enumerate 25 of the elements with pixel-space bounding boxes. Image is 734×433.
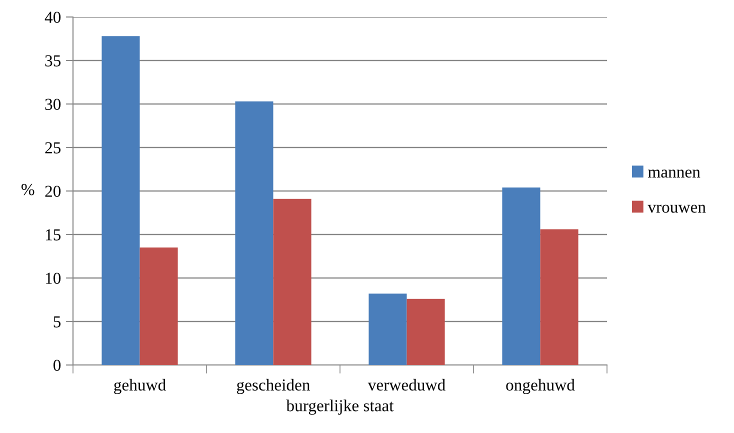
y-axis-title: % (21, 184, 34, 196)
bar (102, 36, 140, 365)
y-tick-label: 30 (45, 98, 61, 110)
x-tick-label: gescheiden (236, 378, 310, 394)
x-axis-title: burgerlijke staat (286, 400, 394, 415)
bar (273, 198, 312, 365)
bar (540, 229, 578, 365)
y-tick-label: 15 (46, 229, 61, 240)
bar (368, 294, 407, 365)
x-tick-label: verweduwd (368, 378, 446, 391)
y-tick-label: 20 (45, 186, 61, 197)
bar (140, 248, 178, 365)
legend-label: vrouwen (648, 204, 706, 213)
legend-label: mannen (648, 170, 700, 178)
y-tick-label: 25 (45, 142, 61, 154)
y-tick-label: 10 (46, 272, 61, 284)
x-tick-label: ongehuwd (506, 378, 575, 394)
bar (406, 298, 445, 365)
y-tick-label: 40 (44, 12, 61, 23)
y-tick-label: 35 (45, 55, 61, 66)
y-tick-label: 0 (53, 360, 61, 371)
y-tick-label: 5 (54, 316, 61, 328)
x-tick-label: gehuwd (114, 378, 166, 394)
bar (235, 101, 274, 365)
bar (502, 188, 540, 365)
